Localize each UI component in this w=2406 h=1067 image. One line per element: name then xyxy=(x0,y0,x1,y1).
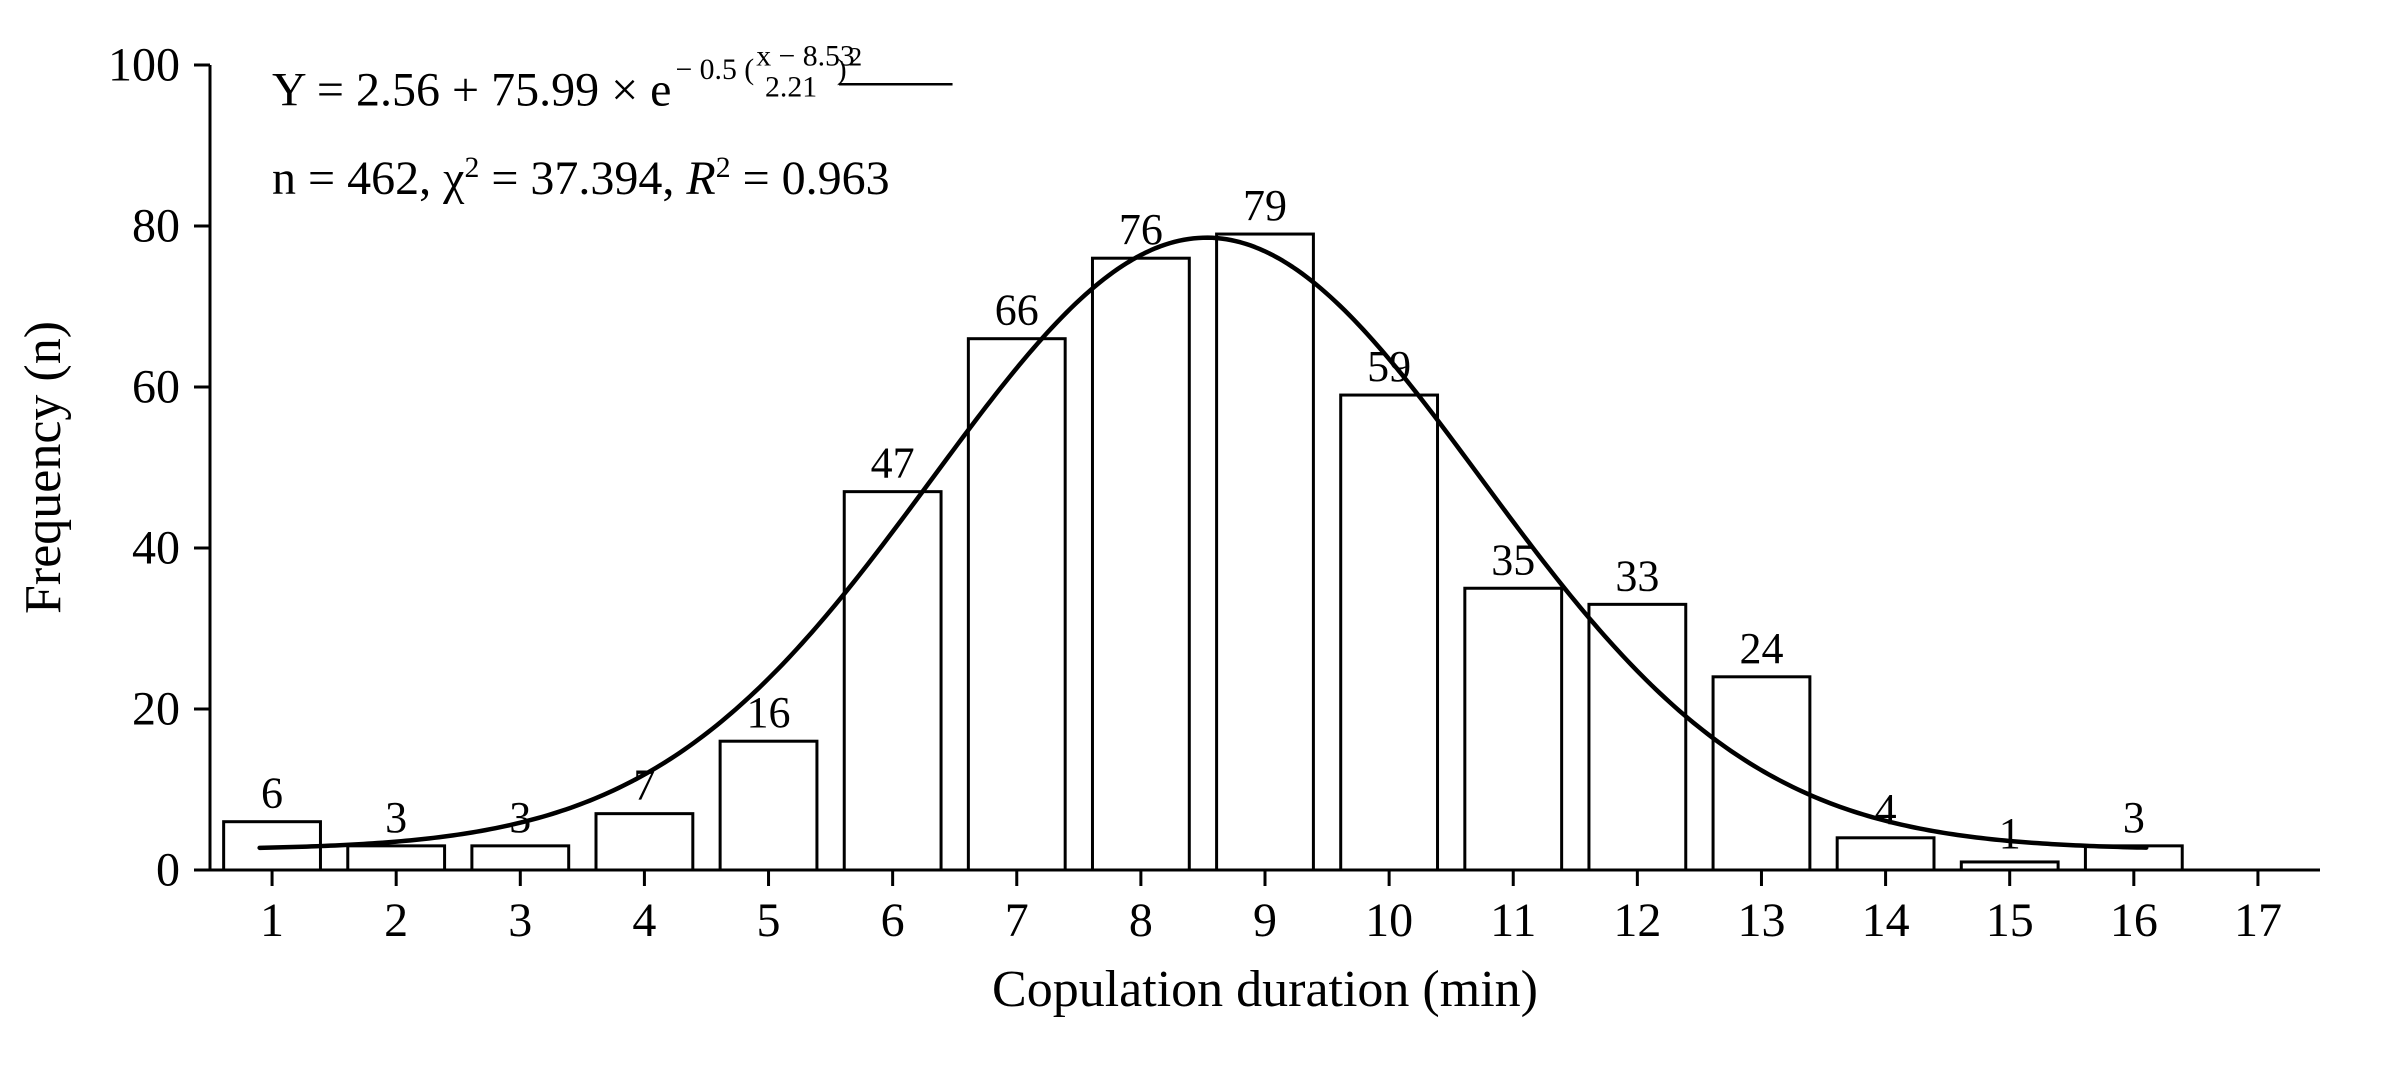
bar xyxy=(1589,604,1686,870)
bar xyxy=(596,814,693,870)
x-tick-label: 2 xyxy=(384,894,408,947)
bar-value-label: 47 xyxy=(871,439,915,488)
bar xyxy=(472,846,569,870)
y-tick-label: 20 xyxy=(132,683,180,736)
chart-svg: 6337164766767959353324413020406080100123… xyxy=(0,0,2406,1067)
bar xyxy=(1465,588,1562,870)
bar xyxy=(348,846,445,870)
x-tick-label: 6 xyxy=(881,894,905,947)
y-tick-label: 60 xyxy=(132,361,180,414)
y-tick-label: 100 xyxy=(108,39,180,92)
y-tick-label: 0 xyxy=(156,844,180,897)
x-tick-label: 14 xyxy=(1862,894,1910,947)
x-tick-label: 16 xyxy=(2110,894,2158,947)
x-tick-label: 17 xyxy=(2234,894,2282,947)
bar-value-label: 1 xyxy=(1999,809,2021,858)
histogram-chart: 6337164766767959353324413020406080100123… xyxy=(0,0,2406,1067)
x-tick-label: 1 xyxy=(260,894,284,947)
bar xyxy=(720,741,817,870)
bar-value-label: 24 xyxy=(1739,624,1783,673)
y-tick-label: 40 xyxy=(132,522,180,575)
bar-value-label: 59 xyxy=(1367,342,1411,391)
bar-value-label: 33 xyxy=(1615,551,1659,600)
bar xyxy=(968,339,1065,870)
x-tick-label: 3 xyxy=(508,894,532,947)
bar-value-label: 3 xyxy=(385,793,407,842)
bar xyxy=(1837,838,1934,870)
bar-value-label: 4 xyxy=(1875,785,1897,834)
bar xyxy=(1341,395,1438,870)
bar-value-label: 3 xyxy=(509,793,531,842)
x-tick-label: 15 xyxy=(1986,894,2034,947)
x-tick-label: 7 xyxy=(1005,894,1029,947)
x-tick-label: 12 xyxy=(1613,894,1661,947)
x-tick-label: 13 xyxy=(1737,894,1785,947)
stats-annotation: n = 462, χ2 = 37.394, R2 = 0.963 xyxy=(272,151,890,205)
x-tick-label: 4 xyxy=(632,894,656,947)
y-tick-label: 80 xyxy=(132,200,180,253)
y-axis-label: Frequency (n) xyxy=(15,321,72,614)
bar xyxy=(1217,234,1314,870)
x-axis-label: Copulation duration (min) xyxy=(992,961,1538,1018)
bar xyxy=(1713,677,1810,870)
x-tick-label: 10 xyxy=(1365,894,1413,947)
bar-value-label: 6 xyxy=(261,769,283,818)
bar xyxy=(1092,258,1189,870)
x-tick-label: 8 xyxy=(1129,894,1153,947)
x-tick-label: 11 xyxy=(1490,894,1536,947)
bar-value-label: 3 xyxy=(2123,793,2145,842)
bar xyxy=(844,492,941,870)
bar-value-label: 66 xyxy=(995,286,1039,335)
x-tick-label: 9 xyxy=(1253,894,1277,947)
bar-value-label: 79 xyxy=(1243,181,1287,230)
x-tick-label: 5 xyxy=(757,894,781,947)
